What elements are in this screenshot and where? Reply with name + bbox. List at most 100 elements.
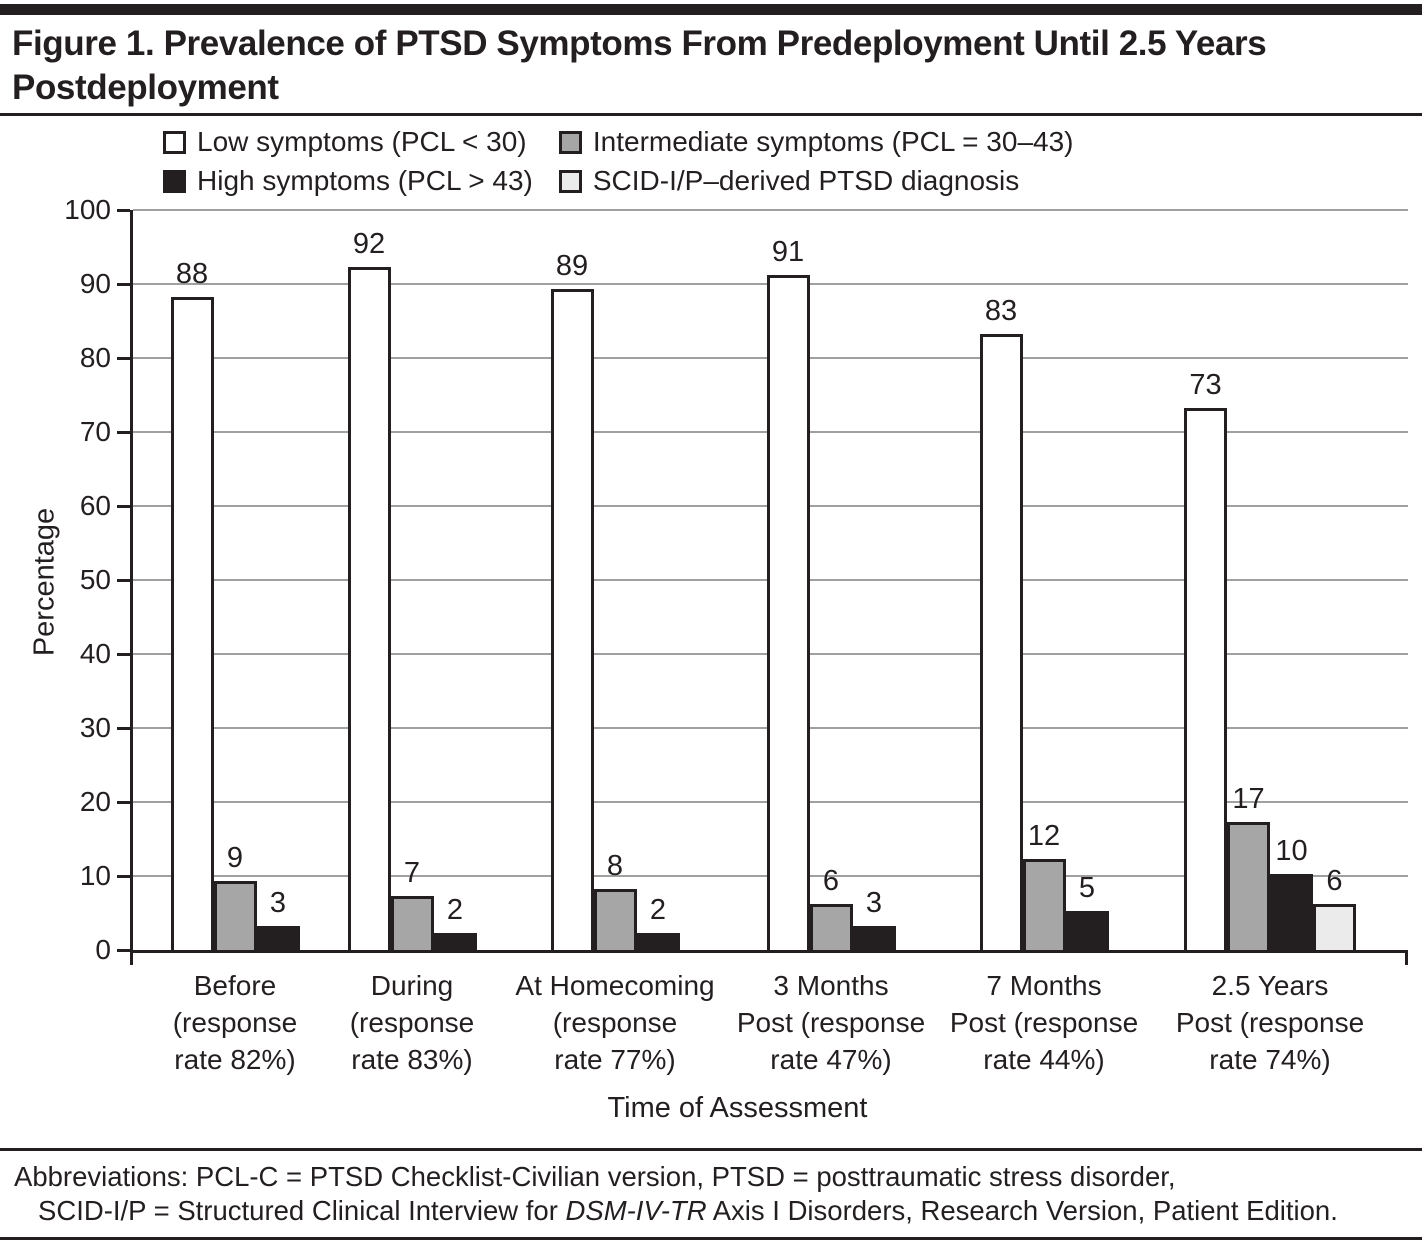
bar-low-cat5 — [1184, 408, 1227, 950]
y-tick-10 — [117, 874, 130, 878]
bar-value-label: 5 — [1078, 872, 1096, 904]
bar-high-cat3 — [852, 926, 896, 950]
bar-intermediate-cat0 — [213, 881, 257, 950]
x-label-line: Post (response — [1175, 1007, 1365, 1038]
x-label-line: (response — [349, 1007, 475, 1038]
y-tick-60 — [117, 504, 130, 508]
bar-intermediate-cat3 — [809, 904, 853, 950]
abbreviations-line-1: Abbreviations: PCL-C = PTSD Checklist-Ci… — [14, 1161, 1176, 1192]
legend-item-low-symptoms: Low symptoms (PCL < 30) — [163, 126, 533, 158]
legend-label-scid-diagnosis: SCID-I/P–derived PTSD diagnosis — [592, 165, 1020, 196]
legend-item-scid-diagnosis: SCID-I/P–derived PTSD diagnosis — [558, 165, 1074, 197]
bar-low-cat1 — [347, 267, 391, 950]
legend-item-high-symptoms: High symptoms (PCL > 43) — [163, 165, 533, 197]
legend-label-high-symptoms: High symptoms (PCL > 43) — [197, 165, 533, 196]
bar-value-label: 91 — [771, 236, 805, 268]
bar-value-label: 10 — [1275, 835, 1308, 867]
x-label-line: rate 44%) — [983, 1044, 1105, 1075]
x-label-line: 7 Months — [986, 970, 1102, 1001]
top-rule — [0, 4, 1422, 15]
legend-swatch-intermediate-symptoms-icon — [558, 130, 582, 154]
x-label-line: Post (response — [736, 1007, 926, 1038]
legend-swatch-high-symptoms-icon — [163, 169, 186, 193]
bar-value-label: 6 — [1326, 865, 1343, 897]
legend-item-intermediate-symptoms: Intermediate symptoms (PCL = 30–43) — [558, 126, 1073, 158]
bar-value-label: 3 — [865, 887, 883, 919]
bar-value-label: 8 — [606, 850, 624, 882]
bar-intermediate-cat5 — [1227, 822, 1270, 950]
bar-value-label: 2 — [649, 894, 667, 926]
bar-value-label: 2 — [446, 894, 464, 926]
bar-low-cat0 — [170, 297, 214, 950]
bar-value-label: 92 — [352, 228, 386, 260]
y-tick-label-80: 80 — [79, 342, 111, 373]
x-label-line: Post (response — [949, 1007, 1139, 1038]
bar-value-label: 12 — [1027, 820, 1061, 852]
x-label-cat3: 3 Months Post (response rate 47%) — [681, 967, 981, 1078]
y-tick-label-40: 40 — [79, 638, 111, 669]
x-label-line: 2.5 Years — [1211, 970, 1329, 1001]
bar-intermediate-cat1 — [390, 896, 434, 950]
y-tick-70 — [117, 430, 130, 434]
bar-value-label: 7 — [403, 857, 421, 889]
x-label-line: rate 74%) — [1209, 1044, 1331, 1075]
abbreviations-line-2-suffix: Axis I Disorders, Research Version, Pati… — [706, 1195, 1338, 1226]
legend-label-low-symptoms: Low symptoms (PCL < 30) — [197, 126, 527, 157]
y-tick-label-10: 10 — [79, 860, 111, 891]
bar-high-cat5 — [1270, 874, 1313, 950]
x-label-line: During — [370, 970, 454, 1001]
y-tick-80 — [117, 356, 130, 360]
x-label-line: rate 82%) — [174, 1044, 296, 1075]
y-tick-label-70: 70 — [79, 416, 111, 447]
y-tick-label-100: 100 — [64, 194, 111, 225]
bar-value-label: 6 — [822, 865, 840, 897]
bar-value-label: 3 — [269, 887, 287, 919]
bar-scidipderived-cat5 — [1313, 904, 1356, 950]
bar-value-label: 73 — [1189, 369, 1222, 401]
y-tick-50 — [117, 578, 130, 582]
bar-value-label: 17 — [1232, 783, 1265, 815]
x-label-line: At Homecoming — [515, 970, 715, 1001]
y-tick-100 — [117, 208, 130, 212]
gridline-100 — [133, 209, 1408, 211]
legend-swatch-low-symptoms-icon — [163, 130, 186, 154]
y-tick-label-0: 0 — [95, 934, 111, 965]
title-rule — [0, 113, 1422, 116]
abbreviations-note: Abbreviations: PCL-C = PTSD Checklist-Ci… — [0, 1148, 1422, 1240]
bar-low-cat4 — [979, 334, 1023, 950]
bar-low-cat3 — [766, 275, 810, 950]
plot-area: 0 10 20 30 40 50 60 70 80 90 100 88 9 3 92 7 2 89 8 2 91 6 3 83… — [64, 195, 1408, 965]
chart-legend: Low symptoms (PCL < 30) Intermediate sym… — [163, 126, 1073, 197]
bar-low-cat2 — [550, 289, 594, 950]
bar-intermediate-cat4 — [1022, 859, 1066, 950]
y-tick-40 — [117, 652, 130, 656]
x-label-cat1: During (response rate 83%) — [262, 967, 562, 1078]
y-tick-label-90: 90 — [79, 268, 111, 299]
x-axis-title: Time of Assessment — [607, 1092, 868, 1124]
y-tick-20 — [117, 800, 130, 804]
y-tick-label-50: 50 — [79, 564, 111, 595]
abbreviations-line-2-prefix: SCID-I/P = Structured Clinical Interview… — [38, 1195, 566, 1226]
x-label-cat5: 2.5 Years Post (response rate 74%) — [1120, 967, 1420, 1078]
y-tick-label-30: 30 — [79, 712, 111, 743]
x-label-line: (response — [172, 1007, 298, 1038]
x-label-line: rate 83%) — [351, 1044, 473, 1075]
x-label-cat0: Before (response rate 82%) — [85, 967, 385, 1078]
x-label-line: Before — [193, 970, 277, 1001]
bar-high-cat2 — [636, 933, 680, 950]
bar-high-cat0 — [256, 926, 300, 950]
bar-high-cat4 — [1065, 911, 1109, 950]
bar-value-label: 83 — [984, 295, 1018, 327]
x-label-line: (response — [552, 1007, 678, 1038]
y-tick-90 — [117, 282, 130, 286]
y-tick-label-60: 60 — [79, 490, 111, 521]
bar-value-label: 88 — [175, 258, 209, 290]
x-label-line: rate 47%) — [770, 1044, 892, 1075]
figure-title: Figure 1. Prevalence of PTSD Symptoms Fr… — [12, 24, 1267, 107]
bar-intermediate-cat2 — [593, 889, 637, 950]
bar-value-label: 89 — [555, 250, 589, 282]
legend-swatch-scid-diagnosis-icon — [558, 169, 582, 193]
y-tick-30 — [117, 726, 130, 730]
x-label-cat2: At Homecoming (response rate 77%) — [465, 967, 765, 1078]
